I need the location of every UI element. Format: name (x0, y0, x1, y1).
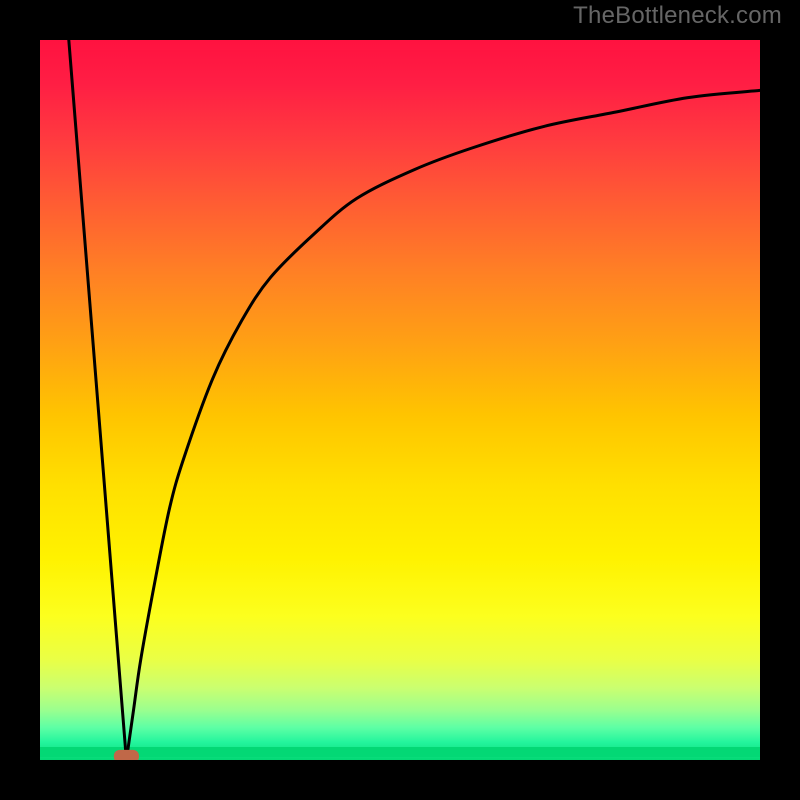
chart-curves (0, 0, 800, 800)
curve-left-branch (69, 40, 127, 760)
chart-stage: TheBottleneck.com (0, 0, 800, 800)
watermark-text: TheBottleneck.com (573, 2, 782, 30)
curve-right-branch (126, 90, 760, 760)
